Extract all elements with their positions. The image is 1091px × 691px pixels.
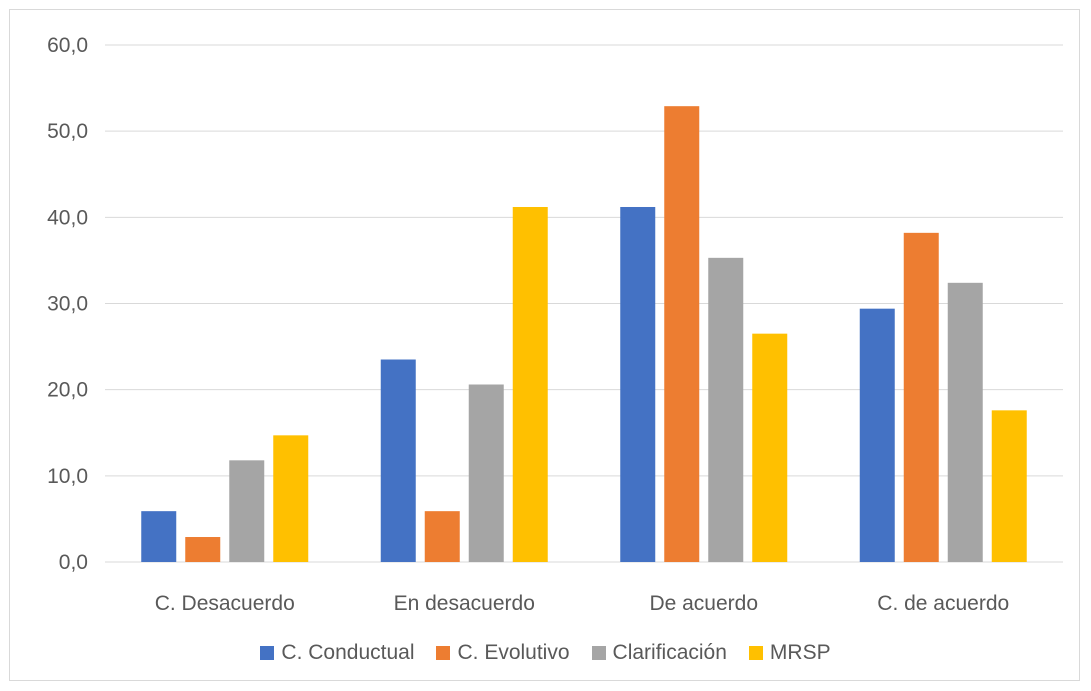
y-tick-label: 40,0 [47,206,88,229]
legend-item: C. Conductual [260,641,414,665]
bar [947,282,983,562]
y-tick-label: 60,0 [47,34,88,57]
bar [380,359,416,562]
y-tick-label: 0,0 [59,551,88,574]
legend-item: MRSP [748,641,831,665]
bar [273,435,309,562]
bar [229,460,265,562]
bar [664,106,700,562]
legend-label: MRSP [769,641,831,664]
bar [859,308,895,562]
legend-label: C. Conductual [281,641,415,664]
legend-item: Clarificación [591,641,727,665]
legend-item: C. Evolutivo [436,641,570,665]
bar [620,206,656,562]
bar [991,410,1027,562]
legend-swatch [748,646,763,660]
bar [708,257,744,562]
y-tick-label: 30,0 [47,293,88,316]
legend-swatch [591,646,606,660]
bar [424,511,460,562]
legend-label: C. Evolutivo [457,641,570,664]
bar [512,206,548,562]
bar [903,232,939,563]
x-tick-label: De acuerdo [649,592,758,615]
y-tick-label: 10,0 [47,465,88,488]
x-tick-label: En desacuerdo [394,592,535,615]
y-tick-label: 50,0 [47,120,88,143]
legend-label: Clarificación [612,641,727,664]
bar [141,511,177,562]
bar [468,384,504,562]
legend-swatch [260,646,275,660]
x-tick-label: C. Desacuerdo [155,592,295,615]
legend: C. Conductual C. Evolutivo Clarificación MR… [0,641,1091,665]
y-tick-label: 20,0 [47,379,88,402]
x-tick-label: C. de acuerdo [877,592,1009,615]
bar [752,333,788,562]
legend-swatch [436,646,451,660]
bar [185,537,221,562]
